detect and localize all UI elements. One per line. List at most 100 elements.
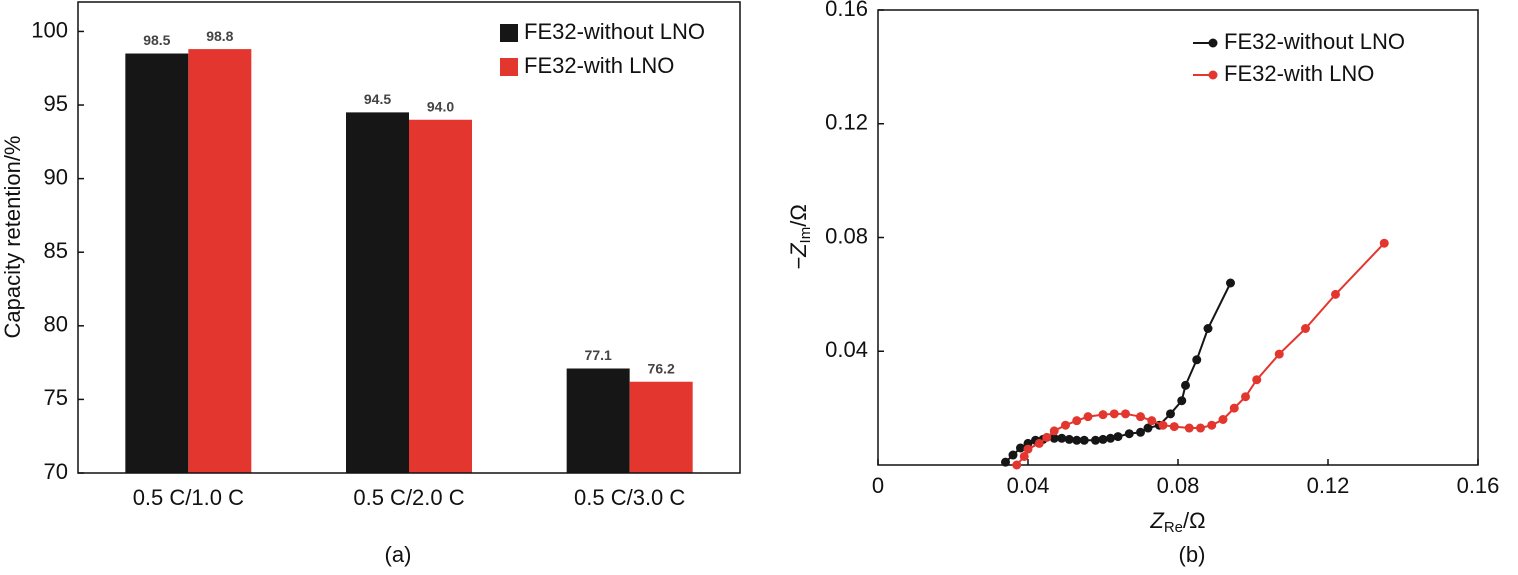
marker — [1098, 434, 1108, 444]
marker — [1196, 423, 1205, 433]
bar — [346, 112, 409, 473]
legend-label: FE32-with LNO — [524, 53, 674, 78]
y-tick-label: 85 — [44, 238, 68, 263]
value-label: 77.1 — [585, 347, 612, 363]
marker — [1083, 412, 1093, 422]
marker — [1109, 409, 1119, 419]
marker — [1143, 423, 1153, 433]
marker — [1226, 278, 1235, 288]
marker — [1016, 443, 1025, 453]
y-axis-label: Capacity retention/% — [0, 136, 25, 339]
bar — [188, 49, 252, 473]
x-axis-label-unit: /Ω — [1183, 508, 1206, 533]
value-label: 98.5 — [143, 32, 170, 48]
bar — [629, 381, 693, 473]
y-axis-label-sub: Im — [797, 227, 814, 244]
marker — [1012, 460, 1022, 470]
legend-label: FE32-without LNO — [1224, 29, 1405, 54]
marker — [1301, 324, 1310, 333]
plot-frame — [877, 9, 1479, 466]
legend-swatch — [500, 24, 518, 42]
x-tick-label: 0 — [872, 473, 884, 498]
marker — [1158, 420, 1168, 430]
marker — [1057, 433, 1067, 443]
marker — [1049, 433, 1059, 443]
marker — [1331, 289, 1340, 299]
marker — [1072, 435, 1082, 445]
marker — [1091, 435, 1100, 445]
caption: (a) — [385, 542, 412, 567]
marker — [1008, 450, 1018, 460]
y-tick-label: 0.08 — [825, 223, 868, 248]
marker — [1136, 412, 1145, 422]
legend-marker — [1208, 70, 1218, 80]
marker — [1218, 415, 1228, 424]
value-label: 98.8 — [206, 28, 233, 44]
x-tick-label: 0.5 C/2.0 C — [353, 485, 464, 510]
x-tick-label: 0.5 C/1.0 C — [133, 485, 244, 510]
marker — [1136, 427, 1145, 437]
bar — [566, 368, 630, 473]
x-tick-label: 0.16 — [1457, 473, 1500, 498]
marker — [1113, 432, 1123, 442]
x-axis-label-main: Z — [1149, 508, 1165, 533]
marker — [1203, 324, 1213, 333]
marker — [1023, 444, 1033, 454]
legend-marker — [1208, 38, 1218, 48]
plot-frame — [77, 1, 741, 474]
x-tick-label: 0.12 — [1307, 473, 1350, 498]
marker — [1061, 420, 1070, 430]
marker — [1072, 416, 1082, 426]
marker — [1001, 457, 1010, 467]
y-tick-label: 90 — [44, 164, 68, 189]
marker — [1147, 416, 1157, 426]
marker — [1229, 403, 1239, 413]
marker — [1207, 420, 1217, 430]
y-axis-label-main: −Z — [786, 242, 811, 270]
x-tick-label: 0.5 C/3.0 C — [574, 485, 685, 510]
caption: (b) — [1179, 542, 1206, 567]
marker — [1241, 392, 1250, 402]
bar — [409, 119, 472, 473]
legend-label: FE32-with LNO — [1224, 61, 1374, 86]
marker — [1049, 426, 1059, 436]
x-tick-label: 0.04 — [1007, 473, 1050, 498]
marker — [1169, 422, 1179, 432]
x-axis-label: ZRe/Ω — [1149, 508, 1205, 536]
marker — [1181, 380, 1190, 390]
marker — [1019, 451, 1029, 461]
y-tick-label: 80 — [44, 312, 68, 337]
y-tick-label: 100 — [31, 17, 68, 42]
x-tick-label: 0.08 — [1157, 473, 1200, 498]
marker — [1252, 375, 1262, 385]
marker — [1379, 238, 1389, 248]
x-axis-label-sub: Re — [1164, 519, 1183, 536]
value-label: 76.2 — [648, 360, 675, 376]
marker — [1106, 433, 1115, 443]
y-tick-label: 0.16 — [825, 0, 868, 21]
legend-swatch — [500, 58, 518, 76]
y-tick-label: 95 — [44, 91, 68, 116]
marker — [1079, 435, 1089, 445]
marker — [1064, 434, 1074, 444]
bar — [125, 53, 189, 473]
marker — [1034, 438, 1044, 448]
marker — [1098, 410, 1108, 420]
marker — [1177, 396, 1187, 406]
marker — [1121, 409, 1130, 419]
marker — [1192, 355, 1202, 365]
marker — [1166, 409, 1175, 419]
marker — [1042, 432, 1052, 442]
y-axis-label: −ZIm/Ω — [786, 204, 814, 270]
legend-label: FE32-without LNO — [524, 19, 705, 44]
y-tick-label: 70 — [44, 459, 68, 484]
marker — [1274, 349, 1284, 359]
y-tick-label: 0.12 — [825, 110, 868, 135]
value-label: 94.0 — [427, 98, 454, 114]
marker — [1124, 429, 1134, 439]
marker — [1184, 423, 1194, 433]
y-tick-label: 0.04 — [825, 337, 868, 362]
y-axis-label-unit: /Ω — [786, 204, 811, 227]
y-tick-label: 75 — [44, 385, 68, 410]
